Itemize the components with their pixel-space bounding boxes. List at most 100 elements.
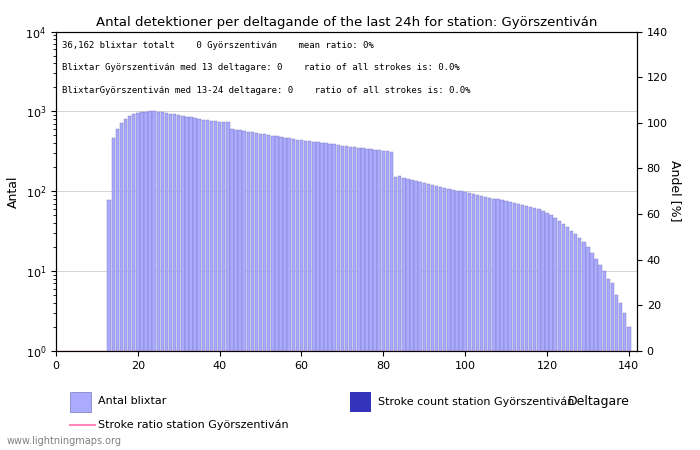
Bar — [271, 136, 274, 450]
Text: Blixtar Györszentiván med 13 deltagare: 0    ratio of all strokes is: 0.0%: Blixtar Györszentiván med 13 deltagare: … — [62, 63, 460, 72]
Bar — [140, 112, 143, 450]
Y-axis label: Antal: Antal — [7, 175, 20, 207]
Bar — [111, 138, 115, 450]
Bar — [484, 197, 487, 450]
Bar — [623, 313, 626, 450]
Bar — [160, 112, 164, 450]
Text: www.lightningmaps.org: www.lightningmaps.org — [7, 436, 122, 446]
Bar — [288, 138, 291, 450]
Bar — [128, 116, 132, 450]
Bar — [610, 284, 614, 450]
Bar — [189, 117, 192, 450]
Bar — [144, 112, 148, 450]
Bar — [373, 150, 377, 450]
Bar — [627, 327, 631, 450]
Bar — [525, 206, 528, 450]
Bar — [328, 144, 332, 450]
Bar — [177, 115, 181, 450]
Bar — [275, 136, 279, 450]
Bar — [136, 113, 139, 450]
Bar — [566, 227, 569, 450]
Bar — [423, 183, 426, 450]
Bar — [430, 185, 434, 450]
Bar — [263, 135, 267, 450]
Bar — [550, 215, 553, 450]
Title: Antal detektioner per deltagande of the last 24h for station: Györszentiván: Antal detektioner per deltagande of the … — [96, 16, 597, 29]
Bar — [164, 113, 168, 450]
Bar — [488, 198, 491, 450]
Text: Stroke ratio station Györszentiván: Stroke ratio station Györszentiván — [98, 420, 288, 431]
Bar — [557, 221, 561, 450]
Bar — [615, 295, 618, 450]
Bar — [304, 141, 307, 450]
Bar — [181, 116, 185, 450]
Bar — [607, 279, 610, 450]
Bar — [541, 211, 545, 450]
Bar — [382, 151, 385, 450]
Bar — [386, 152, 389, 450]
Bar — [345, 146, 348, 450]
Bar — [120, 123, 123, 450]
Bar — [561, 224, 565, 450]
Bar — [500, 200, 504, 450]
Bar — [202, 120, 205, 450]
Bar — [157, 112, 160, 450]
Bar — [455, 190, 458, 450]
Bar — [521, 205, 524, 450]
Text: Antal blixtar: Antal blixtar — [98, 396, 167, 406]
Bar — [619, 303, 622, 450]
Bar — [284, 138, 287, 450]
Bar — [292, 139, 295, 450]
Bar — [554, 218, 557, 450]
Bar — [300, 140, 303, 450]
Bar — [451, 190, 454, 450]
Bar — [316, 142, 320, 450]
Bar — [197, 119, 201, 450]
Bar — [459, 191, 463, 450]
Bar — [320, 143, 323, 450]
Bar — [377, 150, 381, 450]
Bar — [337, 145, 340, 450]
Bar — [472, 194, 475, 450]
Bar — [259, 134, 262, 450]
Text: Deltagare: Deltagare — [568, 395, 630, 408]
Bar — [419, 182, 422, 450]
Bar — [153, 112, 156, 450]
Bar — [186, 117, 189, 450]
Bar — [463, 192, 467, 450]
Bar — [324, 144, 328, 450]
Bar — [308, 141, 312, 450]
Bar — [435, 186, 438, 450]
Bar — [226, 122, 230, 450]
Bar — [394, 177, 398, 450]
Bar — [234, 130, 238, 450]
Bar — [108, 200, 111, 450]
Bar — [447, 189, 451, 450]
Bar — [545, 213, 549, 450]
Bar — [537, 209, 540, 450]
Bar — [116, 129, 119, 450]
Bar — [594, 260, 598, 450]
Y-axis label: Andel [%]: Andel [%] — [668, 161, 682, 222]
Bar — [439, 187, 442, 450]
Bar — [570, 231, 573, 450]
Bar — [206, 121, 209, 450]
Bar — [586, 247, 589, 450]
Bar — [578, 238, 582, 450]
Bar — [230, 129, 234, 450]
Text: Stroke count station Györszentiván: Stroke count station Györszentiván — [378, 396, 575, 407]
Bar — [370, 149, 373, 450]
Bar — [443, 188, 447, 450]
Bar — [496, 199, 500, 450]
Bar — [426, 184, 430, 450]
Bar — [598, 265, 602, 450]
Bar — [361, 148, 365, 450]
Bar — [508, 202, 512, 450]
Text: BlixtarGyörszentiván med 13-24 deltagare: 0    ratio of all strokes is: 0.0%: BlixtarGyörszentiván med 13-24 deltagare… — [62, 86, 470, 95]
Bar — [173, 114, 176, 450]
Bar — [574, 234, 578, 450]
Bar — [267, 135, 270, 450]
Bar — [218, 122, 221, 450]
Bar — [251, 132, 254, 450]
Bar — [295, 140, 299, 450]
